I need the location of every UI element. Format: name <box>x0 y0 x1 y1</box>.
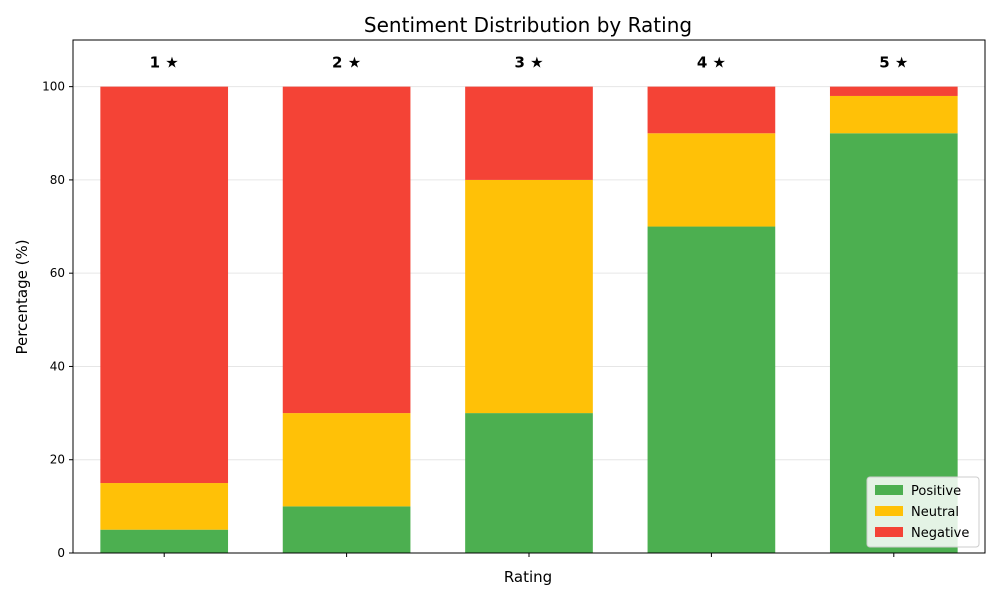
chart-title: Sentiment Distribution by Rating <box>364 13 692 37</box>
y-tick-label: 0 <box>57 546 65 560</box>
y-tick-label: 100 <box>42 80 65 94</box>
legend-swatch-positive <box>875 485 903 495</box>
axes: 0 20 40 60 80 100 <box>42 39 986 560</box>
y-tick-label: 80 <box>50 173 65 187</box>
bars <box>100 86 958 554</box>
rating-label: 5 ★ <box>879 54 908 72</box>
bar-neutral-2 <box>282 413 411 507</box>
bar-neutral-1 <box>100 483 229 530</box>
bar-negative-3 <box>465 86 593 180</box>
bar-negative-1 <box>100 86 229 484</box>
rating-label: 4 ★ <box>697 54 726 72</box>
category-labels: 1 ★ 2 ★ 3 ★ 4 ★ 5 ★ <box>150 54 909 72</box>
bar-negative-2 <box>282 86 411 414</box>
bar-positive-1 <box>100 529 229 553</box>
legend-label-neutral: Neutral <box>911 505 959 520</box>
legend-swatch-neutral <box>875 506 903 516</box>
rating-label: 3 ★ <box>514 54 543 72</box>
bar-positive-2 <box>282 506 411 553</box>
legend-swatch-negative <box>875 527 903 537</box>
bar-positive-3 <box>465 413 593 553</box>
rating-label: 2 ★ <box>332 54 361 72</box>
plot-frame <box>72 39 986 554</box>
y-tick-label: 20 <box>50 453 65 467</box>
rating-label: 1 ★ <box>150 54 179 72</box>
y-axis-title: Percentage (%) <box>13 239 31 354</box>
bar-negative-5 <box>829 86 958 96</box>
bar-negative-4 <box>647 86 776 134</box>
legend-label-positive: Positive <box>911 484 961 499</box>
bar-neutral-4 <box>647 133 776 227</box>
bar-neutral-5 <box>829 95 958 134</box>
y-tick-label: 60 <box>50 266 65 280</box>
y-tick-label: 40 <box>50 359 65 373</box>
bar-neutral-3 <box>465 179 593 414</box>
bar-positive-4 <box>647 226 776 553</box>
x-axis-title: Rating <box>504 568 552 586</box>
legend: Positive Neutral Negative <box>866 476 980 548</box>
legend-label-negative: Negative <box>911 526 969 541</box>
